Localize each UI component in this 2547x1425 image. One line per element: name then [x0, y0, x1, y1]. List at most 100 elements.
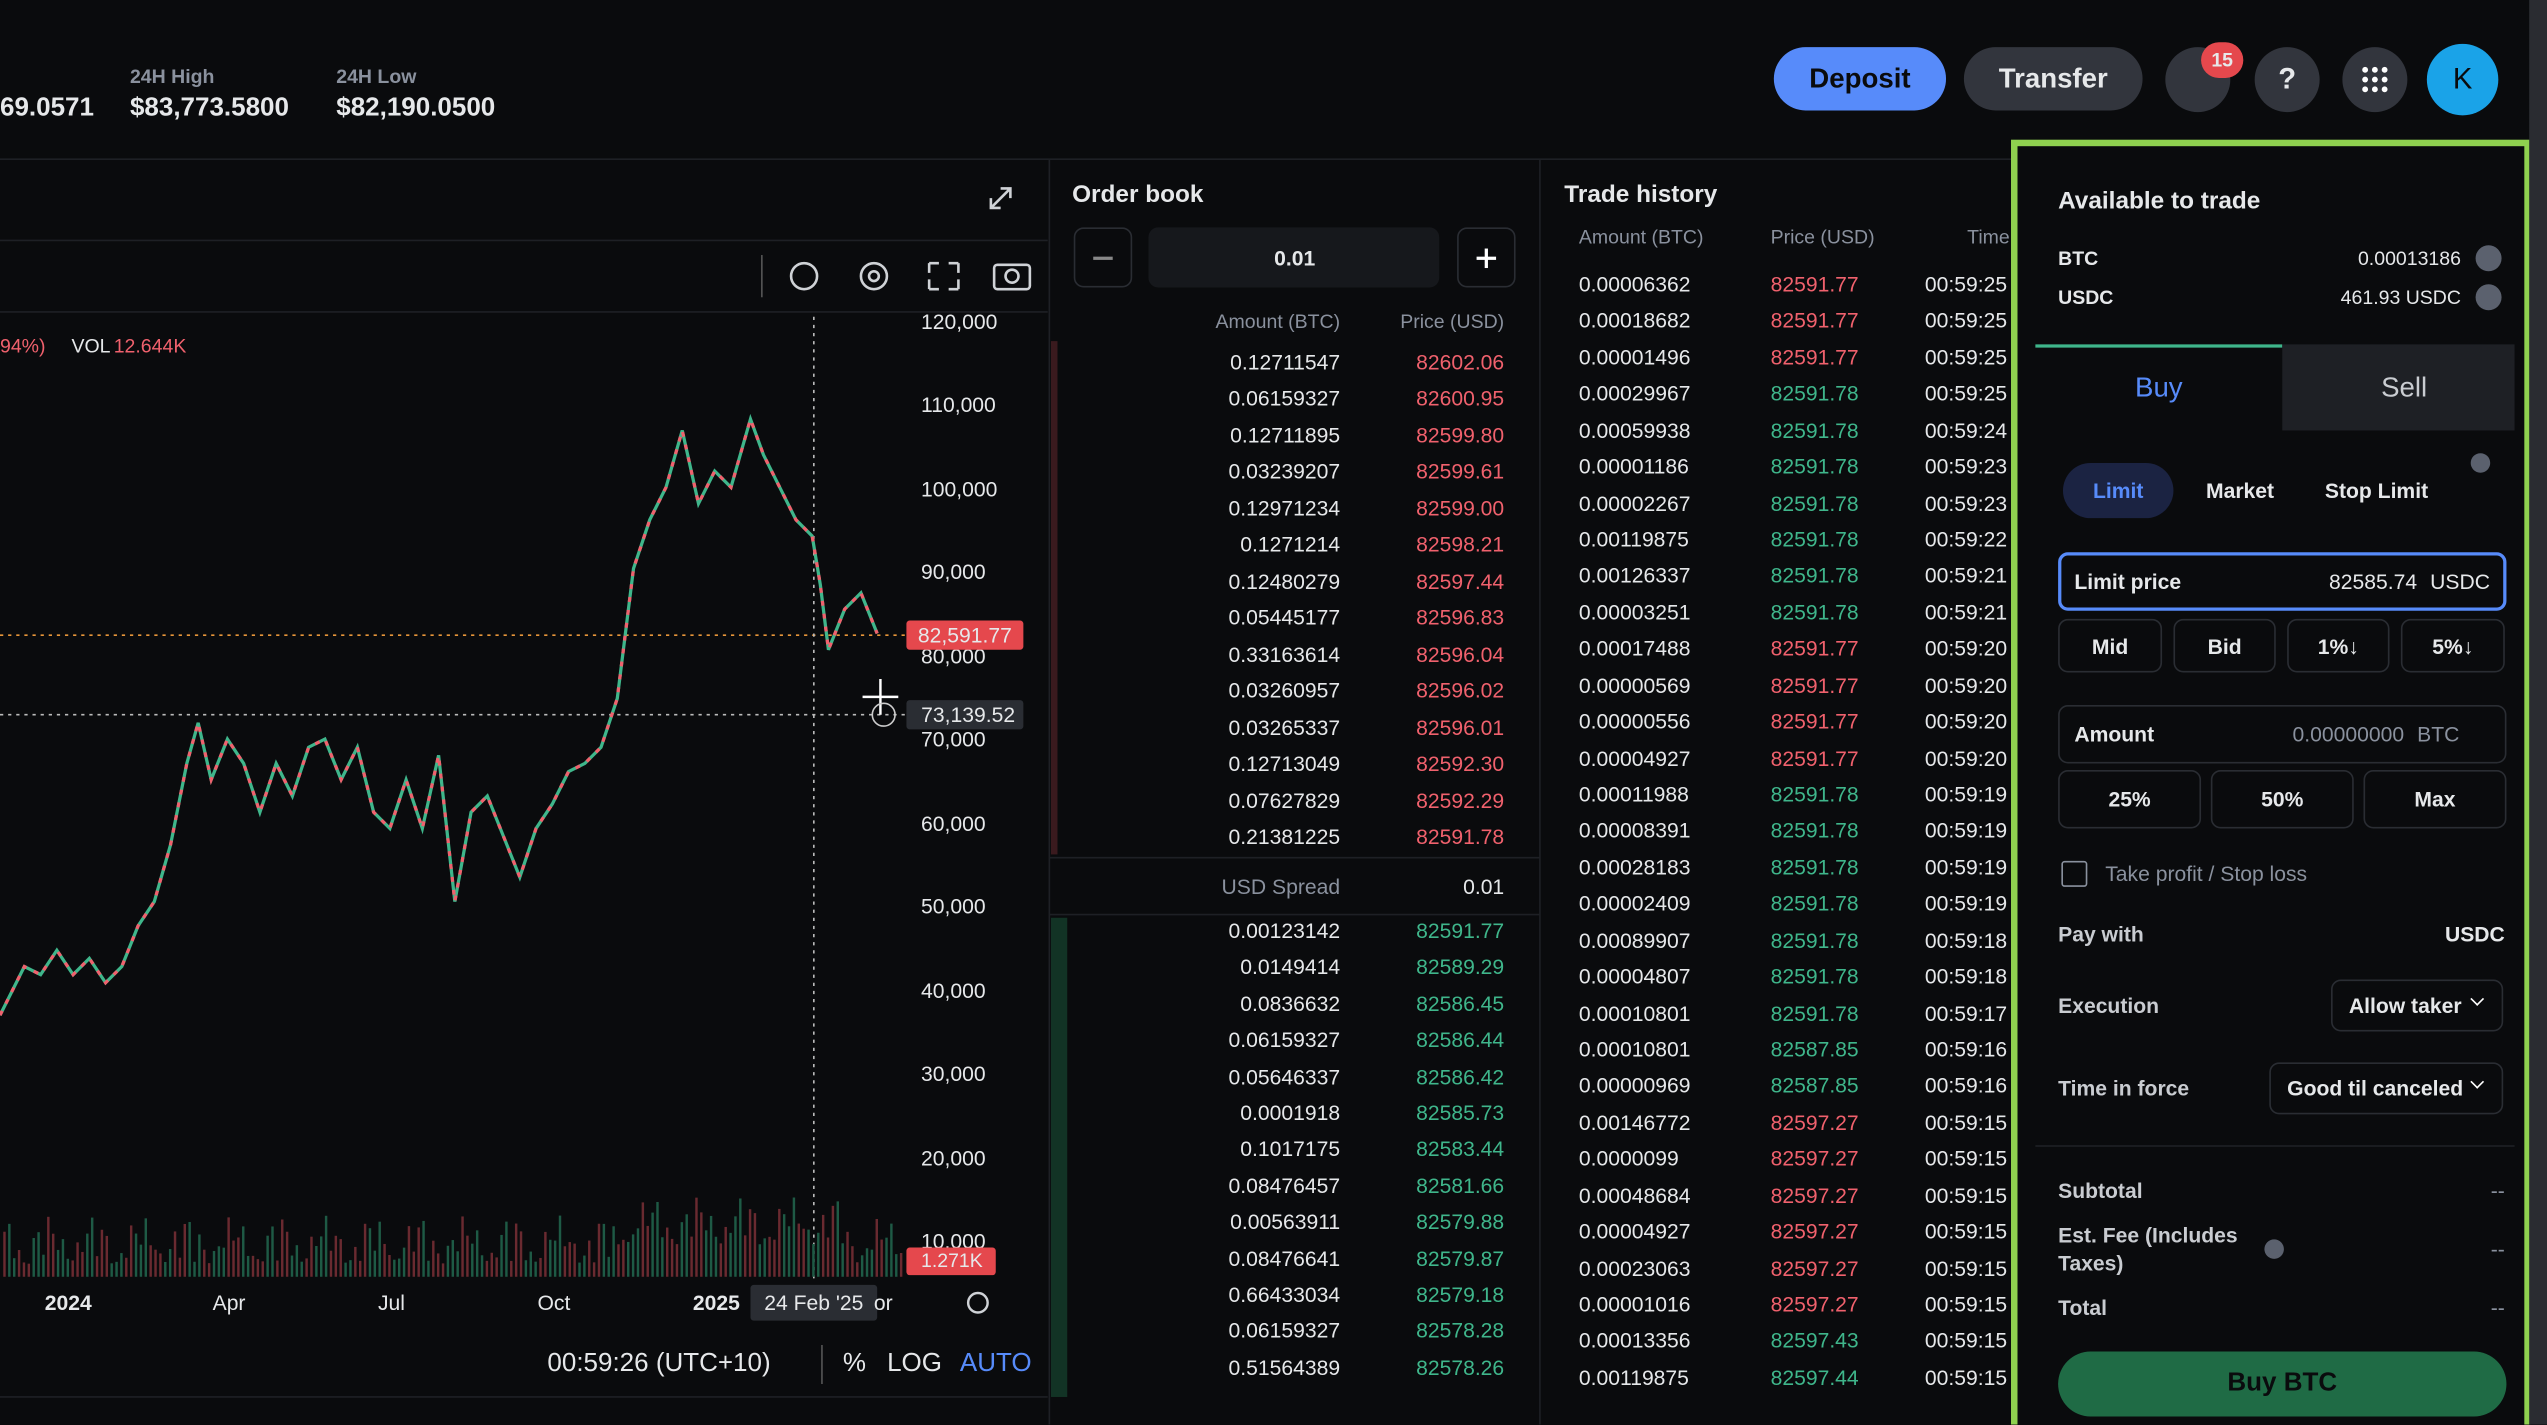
- deposit-button[interactable]: [1773, 47, 1947, 111]
- price-preset[interactable]: [2173, 618, 2276, 673]
- trade-amount: 0.00001186: [1578, 454, 1689, 479]
- bid-price: 82578.26: [1416, 1355, 1505, 1380]
- price-preset[interactable]: [2400, 618, 2505, 673]
- volume-bar: [743, 1235, 747, 1277]
- execution-select[interactable]: [2331, 979, 2504, 1032]
- tif-value: Good til canceled: [2287, 1076, 2464, 1101]
- volume-bar: [461, 1216, 464, 1277]
- volume-bar: [534, 1261, 537, 1277]
- order-type[interactable]: Limit: [2092, 478, 2144, 503]
- volume-bar: [115, 1261, 118, 1277]
- trade-price: 82591.77: [1770, 672, 1859, 698]
- trade-amount: 0.00029967: [1578, 381, 1691, 406]
- volume-bar: [656, 1201, 659, 1277]
- volume-bar: [666, 1227, 669, 1277]
- volume-bar: [700, 1212, 703, 1277]
- buy-tab-label: Buy: [2135, 371, 2183, 403]
- trade-price: 82587.85: [1770, 1037, 1859, 1062]
- volume-bar: [295, 1245, 299, 1277]
- limit-pill[interactable]: [2062, 462, 2174, 519]
- cursor-icon: [871, 702, 896, 727]
- amount-input[interactable]: [2058, 704, 2507, 764]
- trade-amount: 0.00018682: [1578, 308, 1691, 333]
- volume-bar: [456, 1251, 459, 1277]
- limit-price-input[interactable]: [2058, 552, 2507, 611]
- transfer-button[interactable]: [1963, 47, 2143, 111]
- cursor-price-tag-label: 73,139.52: [921, 702, 1016, 727]
- tp-sl-checkbox[interactable]: [2061, 860, 2088, 887]
- volume-bar: [251, 1255, 255, 1277]
- price-axis-label: 30,000: [921, 1061, 986, 1086]
- step-plus[interactable]: [1457, 227, 1516, 288]
- sell-tab[interactable]: [2282, 344, 2515, 431]
- trade-price: 82597.44: [1770, 1365, 1859, 1390]
- trade-amount: 0.00002409: [1578, 891, 1691, 916]
- volume-bar: [134, 1233, 138, 1277]
- volume-bar: [422, 1220, 425, 1277]
- volume-bar: [826, 1237, 830, 1277]
- last-price: 69.0571: [0, 94, 94, 122]
- avatar[interactable]: [2426, 43, 2499, 116]
- ask-price: 82596.83: [1416, 605, 1505, 630]
- price-preset[interactable]: [2287, 618, 2390, 673]
- scale-option[interactable]: AUTO: [959, 1349, 1032, 1378]
- scale-option[interactable]: LOG: [887, 1349, 942, 1378]
- add-funds[interactable]: [2475, 245, 2502, 272]
- last-price-tag: [906, 620, 1024, 650]
- trade-time: 00:59:24: [1924, 417, 2008, 443]
- price-preset-label: Bid: [2207, 634, 2242, 659]
- volume-bar: [758, 1244, 762, 1277]
- ask-amount: 0.03239207: [1228, 459, 1341, 484]
- volume-bar: [641, 1202, 645, 1277]
- volume-bar: [81, 1251, 84, 1277]
- ask-price: 82596.02: [1416, 678, 1505, 703]
- bid-price: 82579.88: [1416, 1209, 1505, 1235]
- trade-price: 82591.78: [1770, 563, 1859, 588]
- trade-price: 82597.27: [1770, 1255, 1859, 1281]
- axis-settings-icon: [966, 1291, 989, 1314]
- balance-value: 461.93 USDC: [2340, 285, 2461, 309]
- price-preset[interactable]: [2058, 618, 2163, 673]
- scale-option[interactable]: %: [842, 1349, 866, 1378]
- volume-bar: [549, 1239, 552, 1277]
- ask-price: 82600.95: [1416, 386, 1505, 411]
- tif-select[interactable]: [2269, 1062, 2504, 1115]
- help-button[interactable]: [2254, 47, 2320, 113]
- crosshair: [862, 678, 899, 715]
- volume-bar: [539, 1257, 542, 1277]
- volume-bar: [358, 1260, 362, 1277]
- volume-bar: [129, 1225, 133, 1277]
- trade-price: 82591.77: [1770, 636, 1859, 661]
- trade-time: 00:59:20: [1924, 745, 2008, 771]
- order-type[interactable]: Stop Limit: [2324, 478, 2429, 503]
- stat-label: 24H High: [129, 64, 215, 88]
- trade-time: 00:59:25: [1924, 272, 2008, 297]
- amount-preset[interactable]: [2210, 769, 2354, 829]
- step-minus[interactable]: [1073, 227, 1133, 288]
- volume-bar: [895, 1254, 898, 1277]
- trade-history-title: Trade history: [1564, 181, 1718, 209]
- trade-time: 00:59:20: [1924, 709, 2008, 734]
- volume-bar: [685, 1214, 688, 1277]
- time-axis-label: Jul: [377, 1290, 405, 1315]
- trade-price: 82591.78: [1770, 964, 1859, 989]
- submit-button[interactable]: [2058, 1351, 2507, 1417]
- amount-preset[interactable]: [2058, 769, 2202, 829]
- bid-amount: 0.0836632: [1240, 991, 1341, 1016]
- trade-price: 82587.85: [1770, 1073, 1859, 1099]
- buy-tab[interactable]: [2035, 344, 2283, 430]
- order-type[interactable]: Market: [2205, 478, 2275, 503]
- volume-bar: [256, 1259, 260, 1277]
- add-funds[interactable]: [2475, 284, 2502, 311]
- volume-bar: [47, 1216, 50, 1277]
- trade-amount: 0.00023063: [1578, 1255, 1691, 1281]
- price-path-red: [0, 413, 879, 1016]
- amount-preset-label: 25%: [2108, 787, 2151, 812]
- ask-price: 82599.61: [1416, 459, 1505, 484]
- volume-bar: [617, 1244, 620, 1277]
- volume-bar: [246, 1255, 250, 1277]
- trade-price: 82591.78: [1770, 490, 1859, 516]
- toolbar-icons: [789, 187, 1032, 291]
- trade-amount: 0.00013356: [1578, 1328, 1691, 1354]
- amount-preset[interactable]: [2363, 769, 2507, 829]
